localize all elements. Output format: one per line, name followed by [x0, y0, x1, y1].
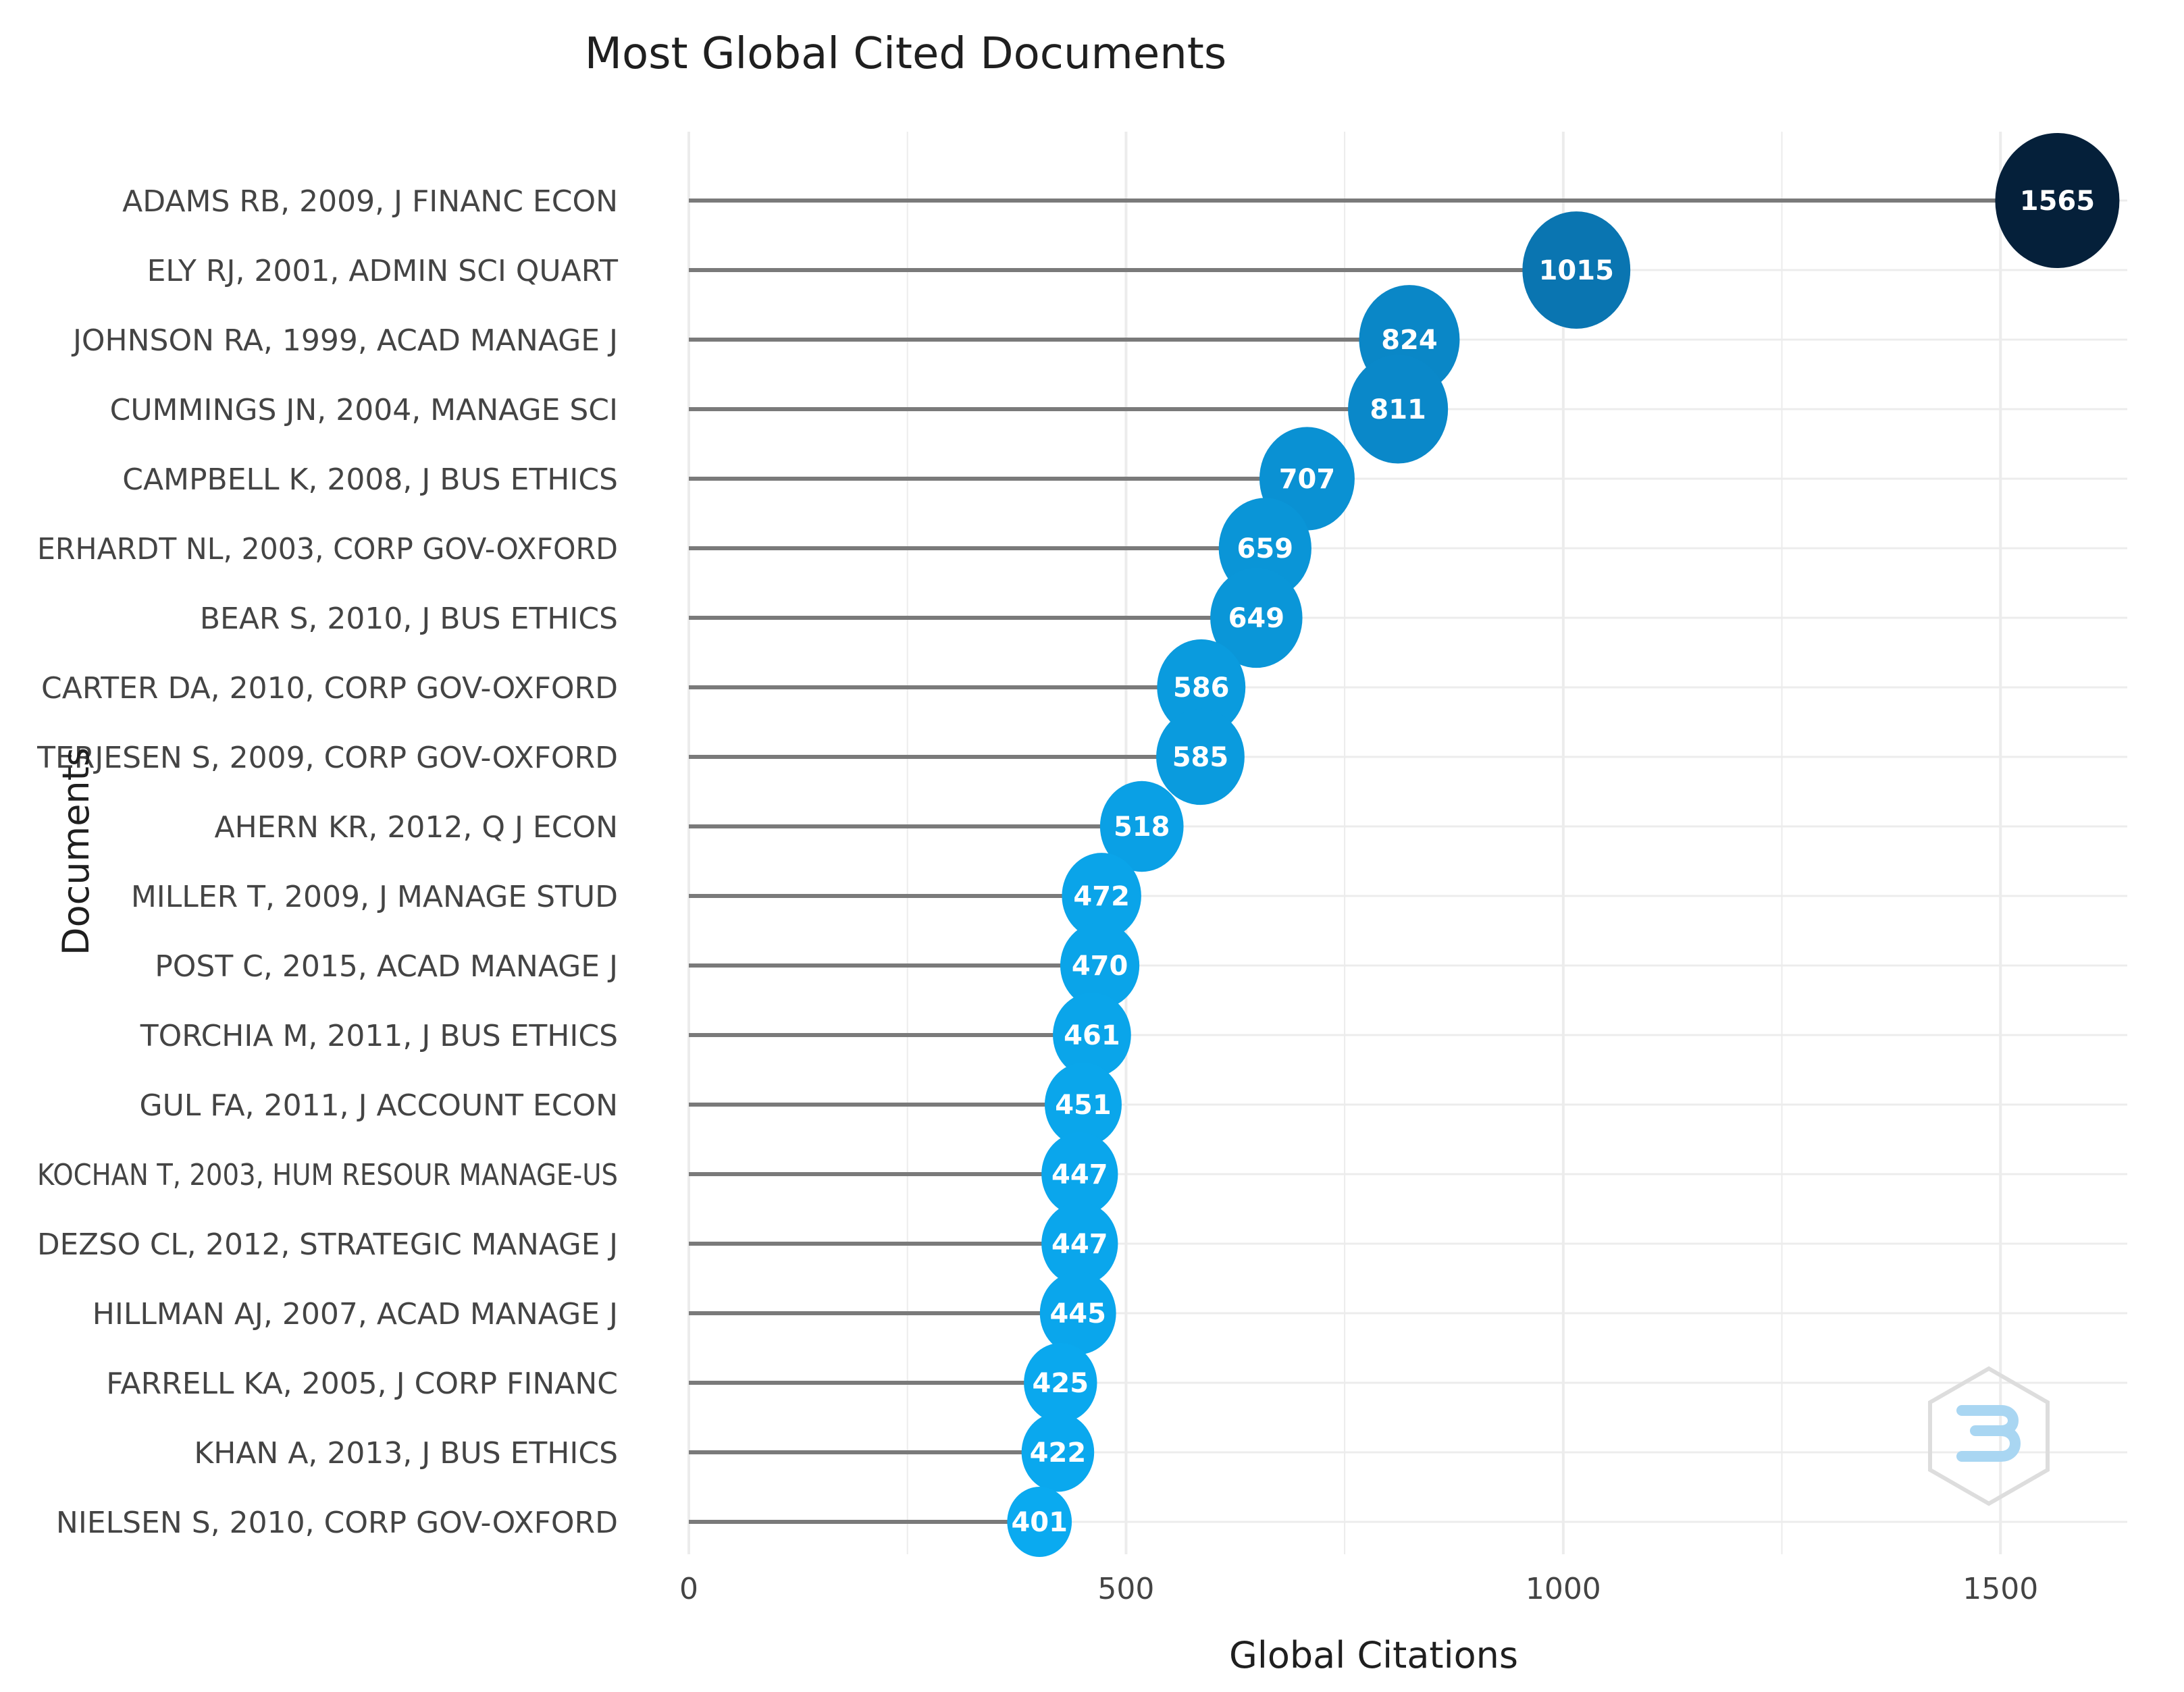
data-label: 1565 [2020, 186, 2095, 217]
y-axis-title: Documents [55, 747, 97, 955]
document-label: DEZSO CL, 2012, STRATEGIC MANAGE J [37, 1227, 618, 1262]
chart-title: Most Global Cited Documents [585, 29, 1226, 79]
data-label: 447 [1051, 1229, 1108, 1260]
data-label: 824 [1381, 325, 1438, 356]
data-label: 586 [1173, 672, 1230, 704]
data-label: 472 [1073, 881, 1130, 912]
document-label: FARRELL KA, 2005, J CORP FINANC [106, 1367, 618, 1401]
data-point-bubble [1062, 853, 1141, 939]
data-point-bubble [1060, 922, 1140, 1009]
document-label: KHAN A, 2013, J BUS ETHICS [194, 1436, 618, 1471]
data-label: 461 [1064, 1020, 1120, 1051]
data-label: 707 [1279, 464, 1336, 495]
data-point-bubble [1156, 708, 1245, 805]
data-point-bubble [1024, 1343, 1097, 1423]
document-label: TERJESEN S, 2009, CORP GOV-OXFORD [36, 741, 618, 775]
data-label: 422 [1030, 1437, 1087, 1469]
x-tick-label: 500 [1097, 1572, 1154, 1606]
document-label: AHERN KR, 2012, Q J ECON [215, 810, 618, 845]
data-label: 585 [1172, 742, 1229, 773]
data-point-bubble [1041, 1132, 1118, 1216]
document-label: KOCHAN T, 2003, HUM RESOUR MANAGE-US [37, 1158, 618, 1192]
data-point-bubble [1039, 1271, 1116, 1355]
data-label: 401 [1011, 1507, 1068, 1538]
data-label: 447 [1051, 1159, 1108, 1190]
bubbles-layer: 1565 1015 824 811 707 659 649 586 585 518 472 470 46… [1007, 133, 2120, 1557]
data-point-bubble [1044, 1063, 1122, 1146]
document-label: JOHNSON RA, 1999, ACAD MANAGE J [71, 323, 618, 358]
data-label: 518 [1114, 812, 1170, 843]
data-point-bubble [1099, 781, 1184, 872]
data-label: 451 [1055, 1090, 1112, 1121]
data-label: 659 [1237, 533, 1294, 564]
document-label: POST C, 2015, ACAD MANAGE J [155, 949, 618, 984]
x-axis-title: Global Citations [1229, 1634, 1518, 1676]
logo-b-mark [1956, 1405, 2021, 1462]
document-label: TORCHIA M, 2011, J BUS ETHICS [140, 1019, 618, 1053]
hexagon-logo-outline [1928, 1366, 2050, 1506]
data-label: 470 [1072, 951, 1128, 982]
document-label: BEAR S, 2010, J BUS ETHICS [200, 602, 618, 636]
document-label: HILLMAN AJ, 2007, ACAD MANAGE J [93, 1297, 618, 1331]
document-label: ELY RJ, 2001, ADMIN SCI QUART [147, 254, 619, 288]
document-label: ADAMS RB, 2009, J FINANC ECON [122, 184, 618, 219]
data-point-bubble [1348, 354, 1449, 464]
document-label: CAMPBELL K, 2008, J BUS ETHICS [122, 462, 618, 497]
data-label: 425 [1033, 1368, 1089, 1399]
document-label: MILLER T, 2009, J MANAGE STUD [131, 880, 618, 914]
data-label: 811 [1370, 394, 1426, 425]
data-point-bubble [1522, 211, 1631, 329]
data-point-bubble [1210, 567, 1303, 668]
document-label: CARTER DA, 2010, CORP GOV-OXFORD [41, 671, 618, 706]
x-tick-label: 1500 [1962, 1572, 2038, 1606]
document-label: CUMMINGS JN, 2004, MANAGE SCI [110, 393, 618, 427]
document-label: ERHARDT NL, 2003, CORP GOV-OXFORD [37, 532, 618, 566]
data-point-bubble [1021, 1412, 1095, 1492]
x-tick-label: 1000 [1526, 1572, 1601, 1606]
bibliometrix-logo [1928, 1366, 2050, 1506]
document-label: NIELSEN S, 2010, CORP GOV-OXFORD [56, 1506, 618, 1540]
data-point-bubble [1157, 639, 1246, 736]
x-tick-label: 0 [679, 1572, 698, 1606]
stems-layer [689, 199, 2058, 1524]
document-label: GUL FA, 2011, J ACCOUNT ECON [139, 1088, 618, 1123]
data-point-bubble [1053, 993, 1131, 1078]
data-point-bubble [1007, 1487, 1072, 1557]
document-labels: ADAMS RB, 2009, J FINANC ECON ELY RJ, 200… [36, 184, 618, 1540]
data-label: 1015 [1539, 255, 1614, 286]
data-point-bubble [1995, 133, 2120, 268]
data-point-bubble [1041, 1202, 1118, 1286]
data-label: 445 [1049, 1298, 1106, 1329]
data-label: 649 [1228, 603, 1285, 634]
x-axis-ticks: 0 500 1000 1500 [679, 1572, 2038, 1606]
